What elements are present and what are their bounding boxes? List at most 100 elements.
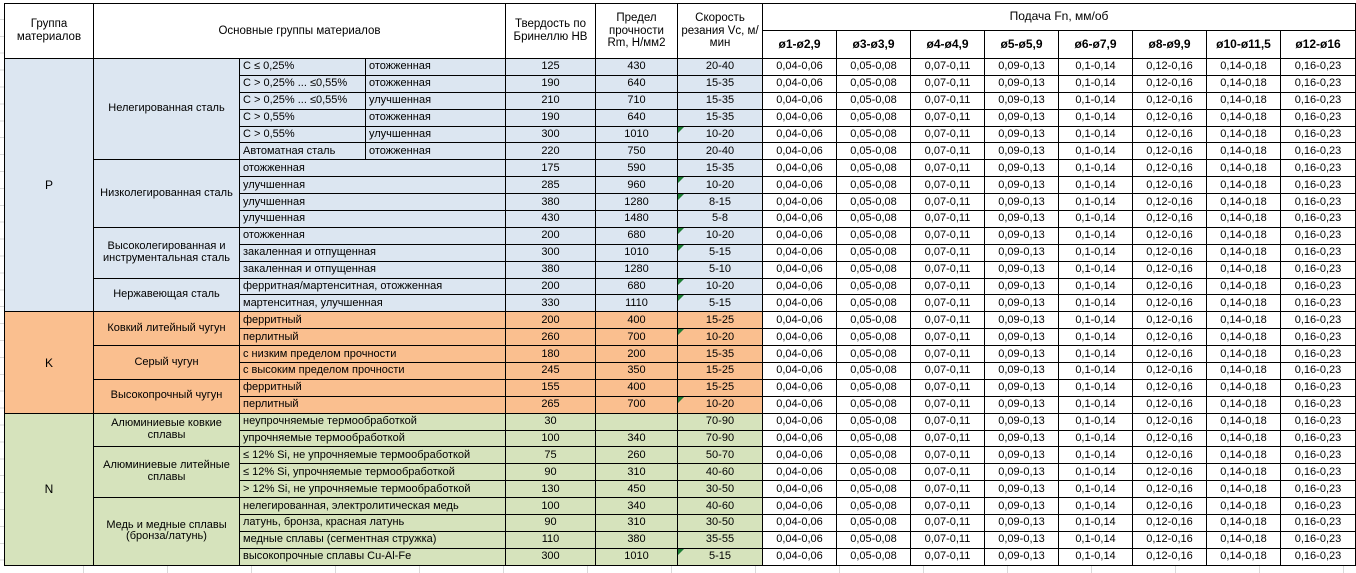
feed-value[interactable]: 0,16-0,23 (1280, 210, 1356, 228)
feed-value[interactable]: 0,1-0,14 (1058, 378, 1133, 397)
feed-value[interactable]: 0,07-0,11 (910, 463, 985, 482)
material-description[interactable]: латунь, бронза, красная латунь (239, 514, 506, 532)
feed-value[interactable]: 0,16-0,23 (1280, 514, 1356, 532)
material-description[interactable]: неупрочняемые термообработкой (239, 412, 506, 431)
hardness-value[interactable]: 90 (505, 514, 596, 532)
header-diameter-col[interactable]: ø6-ø7,9 (1058, 30, 1133, 59)
header-material-group[interactable]: Группа материалов (4, 3, 94, 59)
cutting-speed-value[interactable]: 40-60 (677, 497, 763, 516)
material-group-letter[interactable]: P (4, 57, 94, 313)
feed-value[interactable]: 0,07-0,11 (910, 58, 985, 76)
feed-value[interactable]: 0,14-0,18 (1206, 547, 1281, 566)
feed-value[interactable]: 0,12-0,16 (1132, 429, 1207, 448)
feed-value[interactable]: 0,1-0,14 (1058, 362, 1133, 380)
cutting-speed-value[interactable]: 5-8 (677, 210, 763, 228)
feed-value[interactable]: 0,16-0,23 (1280, 463, 1356, 482)
cutting-speed-value[interactable]: 20-40 (677, 58, 763, 76)
material-description[interactable]: закаленная и отпущенная (239, 260, 506, 279)
feed-value[interactable]: 0,1-0,14 (1058, 530, 1133, 549)
header-diameter-col[interactable]: ø12-ø16 (1280, 30, 1356, 59)
hardness-value[interactable]: 90 (505, 463, 596, 482)
feed-value[interactable]: 0,14-0,18 (1206, 294, 1281, 313)
feed-value[interactable]: 0,04-0,06 (762, 480, 837, 499)
feed-value[interactable]: 0,07-0,11 (910, 91, 985, 110)
material-group-name[interactable]: Серый чугун (93, 345, 240, 380)
feed-value[interactable]: 0,1-0,14 (1058, 125, 1133, 144)
material-state[interactable]: отожженная (365, 108, 506, 127)
header-hardness[interactable]: Твердость по Бринеллю HB (505, 3, 596, 59)
header-feed-title[interactable]: Подача Fn, мм/об (762, 3, 1356, 31)
strength-value[interactable]: 310 (595, 514, 678, 532)
material-description[interactable]: упрочняемые термообработкой (239, 429, 506, 448)
feed-value[interactable]: 0,04-0,06 (762, 446, 837, 465)
feed-value[interactable]: 0,16-0,23 (1280, 412, 1356, 431)
strength-value[interactable]: 1010 (595, 547, 678, 566)
hardness-value[interactable]: 300 (505, 243, 596, 262)
strength-value[interactable]: 450 (595, 480, 678, 499)
material-state[interactable]: улучшенная (365, 125, 506, 144)
material-group-name[interactable]: Нержавеющая сталь (93, 277, 240, 313)
feed-value[interactable]: 0,09-0,13 (984, 429, 1059, 448)
feed-value[interactable]: 0,04-0,06 (762, 463, 837, 482)
feed-value[interactable]: 0,16-0,23 (1280, 429, 1356, 448)
hardness-value[interactable]: 245 (505, 362, 596, 380)
feed-value[interactable]: 0,14-0,18 (1206, 176, 1281, 195)
material-group-name[interactable]: Ковкий литейный чугун (93, 311, 240, 347)
feed-value[interactable]: 0,1-0,14 (1058, 226, 1133, 245)
feed-value[interactable]: 0,16-0,23 (1280, 108, 1356, 127)
hardness-value[interactable]: 175 (505, 159, 596, 178)
feed-value[interactable]: 0,04-0,06 (762, 277, 837, 296)
hardness-value[interactable]: 300 (505, 547, 596, 566)
feed-value[interactable]: 0,05-0,08 (836, 429, 911, 448)
feed-value[interactable]: 0,05-0,08 (836, 159, 911, 178)
feed-value[interactable]: 0,04-0,06 (762, 91, 837, 110)
feed-value[interactable]: 0,16-0,23 (1280, 378, 1356, 397)
cutting-speed-value[interactable]: 10-20 (677, 226, 763, 245)
feed-value[interactable]: 0,07-0,11 (910, 345, 985, 364)
feed-value[interactable]: 0,07-0,11 (910, 125, 985, 144)
feed-value[interactable]: 0,14-0,18 (1206, 91, 1281, 110)
feed-value[interactable]: 0,14-0,18 (1206, 74, 1281, 93)
strength-value[interactable]: 960 (595, 176, 678, 195)
feed-value[interactable]: 0,16-0,23 (1280, 345, 1356, 364)
feed-value[interactable]: 0,09-0,13 (984, 480, 1059, 499)
material-group-name[interactable]: Нелегированная сталь (93, 57, 240, 161)
feed-value[interactable]: 0,12-0,16 (1132, 412, 1207, 431)
feed-value[interactable]: 0,05-0,08 (836, 395, 911, 414)
material-description[interactable]: с высоким пределом прочности (239, 362, 506, 380)
feed-value[interactable]: 0,09-0,13 (984, 412, 1059, 431)
feed-value[interactable]: 0,14-0,18 (1206, 226, 1281, 245)
cutting-speed-value[interactable]: 10-20 (677, 395, 763, 414)
cutting-speed-value[interactable]: 15-35 (677, 74, 763, 93)
feed-value[interactable]: 0,04-0,06 (762, 243, 837, 262)
feed-value[interactable]: 0,05-0,08 (836, 547, 911, 566)
feed-value[interactable]: 0,14-0,18 (1206, 345, 1281, 364)
feed-value[interactable]: 0,07-0,11 (910, 74, 985, 93)
feed-value[interactable]: 0,04-0,06 (762, 294, 837, 313)
feed-value[interactable]: 0,09-0,13 (984, 108, 1059, 127)
material-description[interactable]: с низким пределом прочности (239, 345, 506, 364)
feed-value[interactable]: 0,12-0,16 (1132, 210, 1207, 228)
feed-value[interactable]: 0,09-0,13 (984, 226, 1059, 245)
cutting-speed-value[interactable]: 70-90 (677, 429, 763, 448)
cutting-speed-value[interactable]: 15-25 (677, 311, 763, 330)
feed-value[interactable]: 0,07-0,11 (910, 497, 985, 516)
feed-value[interactable]: 0,09-0,13 (984, 125, 1059, 144)
feed-value[interactable]: 0,16-0,23 (1280, 74, 1356, 93)
hardness-value[interactable]: 210 (505, 91, 596, 110)
feed-value[interactable]: 0,12-0,16 (1132, 176, 1207, 195)
feed-value[interactable]: 0,14-0,18 (1206, 243, 1281, 262)
feed-value[interactable]: 0,04-0,06 (762, 530, 837, 549)
feed-value[interactable]: 0,12-0,16 (1132, 530, 1207, 549)
material-state[interactable]: отожженная (365, 74, 506, 93)
material-subtype[interactable]: C > 0,55% (239, 125, 366, 144)
material-description[interactable]: высокопрочные сплавы Cu-Al-Fe (239, 547, 506, 566)
hardness-value[interactable]: 220 (505, 142, 596, 161)
strength-value[interactable]: 640 (595, 74, 678, 93)
feed-value[interactable]: 0,16-0,23 (1280, 125, 1356, 144)
feed-value[interactable]: 0,14-0,18 (1206, 514, 1281, 532)
feed-value[interactable]: 0,1-0,14 (1058, 412, 1133, 431)
feed-value[interactable]: 0,16-0,23 (1280, 547, 1356, 566)
strength-value[interactable]: 750 (595, 142, 678, 161)
cutting-speed-value[interactable]: 40-60 (677, 463, 763, 482)
